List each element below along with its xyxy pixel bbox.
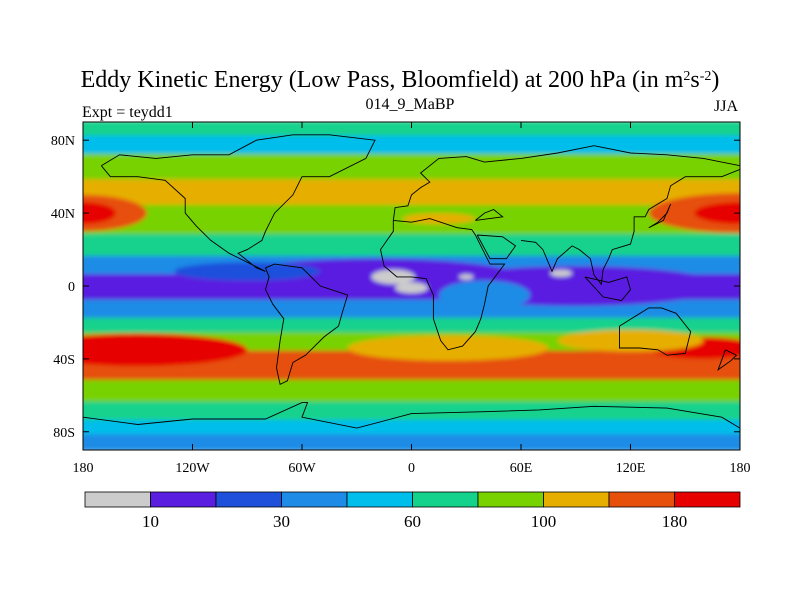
legend-label-0: 10 [142,512,159,531]
contour-blob-11 [438,280,531,310]
coastline-0 [100,134,376,272]
legend-box-0 [84,491,151,508]
coastline-1 [265,263,349,386]
coastline-2 [380,218,506,351]
contour-blob-3 [694,202,740,225]
y-tick-label-0: 80N [51,134,75,149]
contour-blob-4 [83,333,248,367]
coastline-6 [520,168,740,286]
coastlines [83,134,740,429]
contour-band-14 [83,419,740,437]
legend-label-2: 60 [404,512,421,531]
coastline-3 [392,145,740,221]
x-tick-label-3: 0 [408,461,415,476]
contour-band-9 [83,317,740,335]
contour-blob-15 [550,269,573,277]
legend-label-3: 100 [531,512,557,531]
coastline-10 [648,203,672,229]
title-sup-2: -2 [699,69,712,84]
coastline-11 [83,402,740,429]
legend-box-8 [608,491,675,508]
contour-field [83,122,740,450]
contour-band-3 [83,179,740,207]
title-text: Eddy Kinetic Energy (Low Pass, Bloomfiel… [80,67,684,93]
contour-band-12 [83,379,740,404]
legend-box-7 [543,491,610,508]
coastline-4 [475,208,504,221]
subtitle-left: Expt = teydd1 [82,104,173,121]
color-legend: 10 30 60 100 180 [84,491,741,531]
x-tick-label-0: 180 [73,461,94,476]
legend-box-1 [150,491,217,508]
contour-band-2 [83,153,740,182]
contour-blob-10 [174,262,321,281]
y-tick-label-1: 40N [51,207,75,222]
contour-blob-7 [557,329,704,352]
x-tick-label-4: 60E [510,461,533,476]
contour-blob-12 [371,269,416,285]
axis-ticks: 180 120W 60W 0 60E 120E 180 80N 40N 0 40S 80S [51,122,751,476]
contour-band-1 [83,135,740,156]
legend-box-6 [477,491,544,508]
coastline-5 [476,234,517,260]
coastline-7 [619,307,692,356]
contour-blob-13 [395,282,428,294]
title-sup-1: 2 [683,69,691,84]
y-tick-label-3: 40S [53,353,75,368]
contour-blob-1 [83,202,116,225]
x-tick-label-6: 180 [730,461,751,476]
legend-box-3 [281,491,348,508]
contour-blob-14 [458,274,474,280]
contour-band-13 [83,401,740,422]
subtitle-center: 014_9_MaBP [365,96,455,113]
x-tick-label-5: 120E [616,461,646,476]
x-tick-label-2: 60W [288,461,316,476]
title-mid: s [690,67,700,93]
coastline-8 [584,276,631,302]
contour-blob-6 [347,335,549,361]
legend-label-4: 180 [662,512,688,531]
legend-box-2 [215,491,282,508]
subtitle-right: JJA [713,98,738,115]
title-end: ) [711,67,720,93]
y-tick-label-4: 80S [53,426,75,441]
legend-box-5 [412,491,479,508]
contour-blob-16 [402,213,476,225]
contour-band-15 [83,434,740,450]
contour-band-5 [83,233,740,258]
contour-band-0 [83,122,740,138]
coastline-9 [717,349,738,372]
plot-title: Eddy Kinetic Energy (Low Pass, Bloomfiel… [0,66,800,94]
legend-box-9 [674,491,741,508]
legend-label-1: 30 [273,512,290,531]
y-tick-label-2: 0 [68,280,75,295]
x-tick-label-1: 120W [175,461,210,476]
legend-box-4 [346,491,413,508]
